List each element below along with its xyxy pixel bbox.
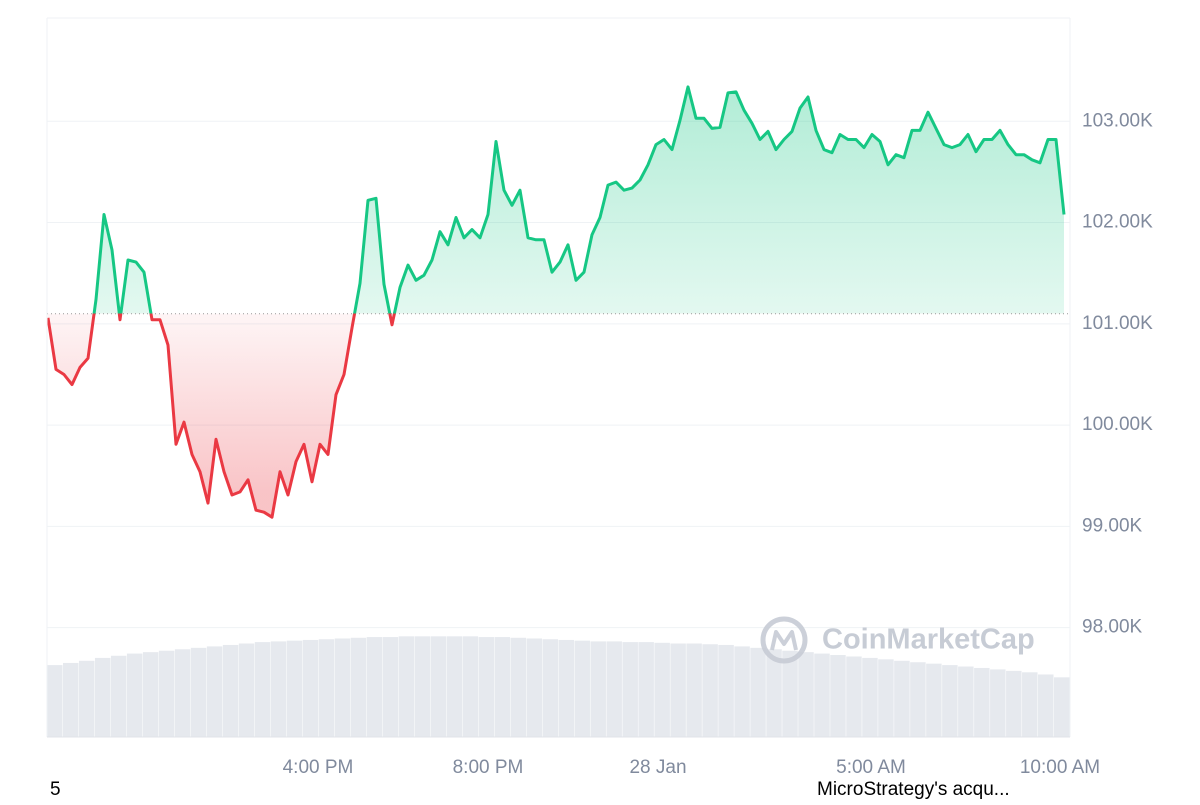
price-area	[48, 86, 1064, 518]
y-tick-label: 101.00K	[1082, 313, 1153, 334]
volume-bar	[222, 644, 239, 737]
volume-bar	[942, 665, 958, 737]
volume-bar	[350, 637, 367, 737]
volume-bar	[478, 637, 495, 737]
volume-bar	[238, 643, 255, 737]
volume-bar	[990, 669, 1006, 737]
volume-bar	[542, 639, 558, 737]
volume-bar	[734, 646, 750, 737]
watermark-logo	[760, 616, 808, 664]
price-line	[46, 85, 1066, 519]
volume-bar	[94, 657, 111, 737]
volume-bar	[366, 637, 383, 737]
volume-bar	[958, 666, 974, 737]
volume-bar	[270, 641, 287, 737]
volume-bar	[382, 637, 399, 737]
y-tick-label: 100.00K	[1082, 414, 1153, 435]
volume-bar	[1006, 670, 1022, 737]
volume-bar	[110, 655, 127, 737]
y-tick-label: 98.00K	[1082, 617, 1143, 638]
watermark: CoinMarketCap	[822, 624, 1035, 656]
volume-bar	[158, 650, 175, 737]
volume-bar	[142, 652, 159, 737]
volume-bar	[286, 640, 303, 737]
volume-bar	[894, 660, 910, 737]
volume-bar	[78, 660, 95, 737]
volume-bar	[47, 665, 63, 737]
volume-bar	[1054, 677, 1070, 737]
volume-bar	[606, 641, 622, 737]
volume-bar	[190, 647, 207, 737]
volume-bar	[830, 655, 846, 737]
volume-bar	[654, 642, 670, 737]
y-tick-label: 99.00K	[1082, 515, 1143, 536]
y-tick-label: 103.00K	[1082, 110, 1153, 131]
volume-bar	[846, 656, 862, 737]
volume-bar	[638, 642, 654, 737]
volume-bar	[446, 636, 463, 737]
volume-bar	[590, 641, 606, 737]
volume-bar	[718, 644, 734, 737]
volume-bar	[414, 636, 431, 737]
volume-bar	[798, 652, 814, 737]
x-tick-label: 5:00 AM	[836, 757, 906, 778]
volume-bar	[318, 639, 335, 737]
annotation: 5	[50, 779, 61, 800]
volume-bar	[974, 667, 990, 737]
volume-bar	[462, 636, 479, 737]
volume-bar	[622, 642, 638, 737]
volume-bar	[702, 644, 718, 737]
annotation: MicroStrategy's acqu...	[817, 779, 1010, 800]
volume-bar	[62, 662, 79, 737]
volume-bar	[558, 639, 574, 737]
volume-bar	[686, 643, 702, 737]
x-tick-label: 4:00 PM	[283, 757, 354, 778]
volume-bar	[430, 636, 447, 737]
volume-bar	[206, 646, 223, 737]
volume-bar	[526, 638, 543, 737]
volume-bar	[926, 663, 942, 737]
volume-bar	[750, 647, 766, 737]
volume-bar	[862, 657, 878, 737]
volume-bar	[910, 662, 926, 737]
y-tick-label: 102.00K	[1082, 212, 1153, 233]
volume-bar	[814, 653, 830, 737]
volume-bar	[398, 636, 415, 737]
x-tick-label: 28 Jan	[629, 757, 686, 778]
x-tick-label: 10:00 AM	[1020, 757, 1100, 778]
volume-bar	[126, 653, 143, 737]
volume-bar	[766, 649, 782, 737]
volume-bar	[254, 642, 271, 737]
volume-bar	[670, 643, 686, 737]
volume-bar	[1022, 672, 1038, 737]
volume-bar	[574, 640, 590, 737]
x-tick-label: 8:00 PM	[453, 757, 524, 778]
volume-bar	[334, 638, 351, 737]
volume-bar	[878, 659, 894, 737]
volume-bar	[1038, 674, 1054, 737]
volume-bar	[782, 650, 798, 737]
volume-bar	[174, 649, 191, 737]
volume-bar	[494, 637, 511, 737]
volume-bar	[302, 639, 319, 737]
volume-bar	[510, 637, 527, 737]
